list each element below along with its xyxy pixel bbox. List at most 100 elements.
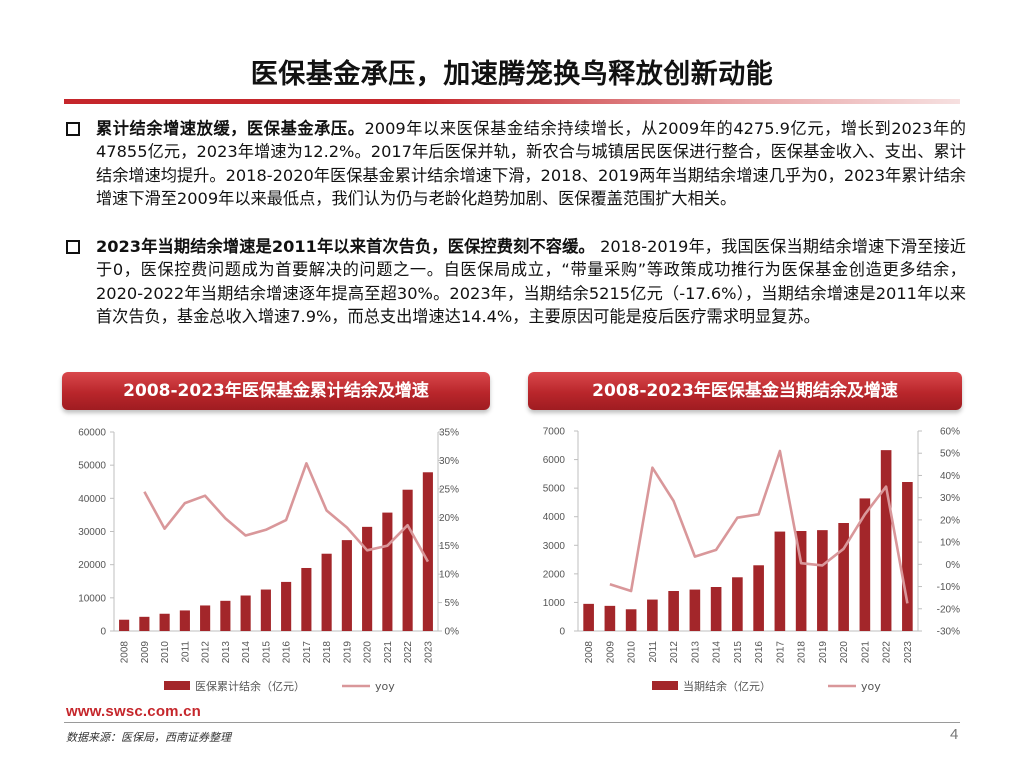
chart-current-balance-svg: 0 1000 2000 3000 4000 5000 6000 7000 -30% -20% -10… (543, 427, 961, 694)
bar (625, 609, 637, 631)
x-tick-label: 2014 (712, 641, 723, 664)
bar (838, 523, 849, 631)
bar (859, 498, 871, 631)
right-tick-label: 30% (940, 493, 960, 504)
right-tick-label: 30% (439, 456, 459, 467)
right-tick-label: 10% (940, 538, 960, 549)
x-tick-label: 2008 (584, 641, 595, 664)
x-tick-label: 2016 (754, 641, 765, 664)
right-tick-label: 10% (439, 570, 459, 581)
x-tick-label: 2017 (302, 641, 313, 664)
x-tick-label: 2014 (241, 641, 252, 664)
right-tick-label: -10% (937, 582, 960, 593)
bullet-point-1: 累计结余增速放缓，医保基金承压。2009年以来医保基金结余持续增长，从2009年… (66, 117, 966, 211)
bar (402, 489, 413, 631)
x-tick-label: 2013 (221, 641, 232, 664)
bar (583, 603, 594, 631)
bar (902, 482, 913, 631)
bar (668, 591, 679, 631)
yoy-line (143, 462, 430, 563)
left-tick-label: 0 (559, 627, 565, 638)
bar (139, 616, 150, 631)
bar (422, 472, 433, 631)
right-tick-label: 60% (940, 427, 960, 438)
bar (604, 605, 616, 631)
bar (795, 531, 807, 631)
x-tick-label: 2018 (797, 641, 808, 664)
chart-2-title-banner: 2008-2023年医保基金当期结余及增速 (528, 372, 962, 410)
x-tick-label: 2011 (648, 641, 659, 663)
legend-bar-swatch (652, 681, 678, 690)
x-tick-label: 2017 (775, 641, 786, 664)
x-tick-label: 2010 (160, 641, 171, 664)
left-tick-label: 60000 (78, 428, 106, 439)
x-tick-label: 2020 (363, 641, 374, 664)
bullet-point-2: 2023年当期结余增速是2011年以来首次告负，医保控费刻不容缓。 2018-2… (66, 235, 966, 329)
right-tick-label: 15% (439, 541, 459, 552)
bar (647, 599, 658, 631)
right-tick-label: -30% (937, 627, 960, 638)
right-tick-label: 0% (946, 560, 961, 571)
bar (341, 540, 352, 631)
left-tick-label: 3000 (543, 541, 566, 552)
x-tick-label: 2012 (201, 641, 212, 664)
x-tick-label: 2009 (140, 641, 151, 664)
x-tick-label: 2023 (903, 641, 914, 664)
bar (732, 577, 743, 631)
legend-bar-label: 医保累计结余（亿元） (195, 679, 305, 693)
x-tick-label: 2021 (383, 641, 394, 664)
left-tick-label: 6000 (543, 455, 566, 466)
left-tick-label: 1000 (543, 598, 566, 609)
bullet-heading: 2023年当期结余增速是2011年以来首次告负，医保控费刻不容缓。 (96, 237, 595, 256)
left-tick-label: 30000 (78, 527, 106, 538)
legend-bar-swatch (164, 681, 190, 690)
page-number: 4 (950, 726, 959, 743)
bullet-square-icon (66, 240, 80, 254)
bar (301, 567, 312, 631)
left-tick-label: 2000 (543, 569, 566, 580)
x-tick-label: 2008 (120, 641, 131, 664)
x-tick-label: 2009 (605, 641, 616, 664)
x-tick-label: 2013 (690, 641, 701, 664)
right-tick-label: -20% (937, 604, 960, 615)
x-tick-label: 2016 (282, 641, 293, 664)
chart-cumulative-balance-svg: 0 10000 20000 30000 40000 50000 60000 0% 5% 10% 15… (78, 428, 460, 694)
x-tick-label: 2023 (423, 641, 434, 664)
bar (281, 581, 292, 631)
x-tick-label: 2019 (342, 641, 353, 664)
bar (119, 619, 130, 631)
x-tick-label: 2018 (322, 641, 333, 664)
right-tick-label: 25% (439, 484, 459, 495)
right-tick-label: 5% (445, 598, 460, 609)
left-tick-label: 5000 (543, 484, 566, 495)
right-tick-label: 40% (940, 471, 960, 482)
x-tick-label: 2019 (818, 641, 829, 664)
title-divider (64, 99, 960, 104)
bar (774, 531, 786, 631)
bar (240, 595, 251, 631)
bullet-text: 2023年当期结余增速是2011年以来首次告负，医保控费刻不容缓。 2018-2… (96, 235, 966, 329)
chart-cumulative-balance: 0 10000 20000 30000 40000 50000 60000 0% 5% 10% 15… (52, 418, 492, 703)
chart-current-balance: 0 1000 2000 3000 4000 5000 6000 7000 -30% -20% -10… (520, 418, 970, 703)
bullet-square-icon (66, 122, 80, 136)
right-tick-label: 35% (439, 428, 459, 439)
bar (260, 589, 271, 631)
right-tick-label: 20% (439, 513, 459, 524)
page-title: 医保基金承压，加速腾笼换鸟释放创新动能 (250, 59, 774, 90)
footer-divider (64, 722, 960, 723)
bar (817, 530, 828, 631)
x-tick-label: 2012 (669, 641, 680, 664)
x-tick-label: 2010 (627, 641, 638, 664)
bar (220, 600, 231, 631)
left-tick-label: 50000 (78, 461, 106, 472)
legend-line-label: yoy (375, 680, 395, 693)
x-tick-label: 2022 (403, 641, 414, 664)
bullet-heading: 累计结余增速放缓，医保基金承压。 (96, 119, 365, 138)
x-tick-label: 2011 (180, 641, 191, 663)
x-tick-label: 2015 (261, 641, 272, 664)
website-logo: www.swsc.com.cn (66, 703, 201, 720)
left-tick-label: 0 (100, 627, 106, 638)
x-tick-label: 2015 (733, 641, 744, 664)
bar (382, 512, 393, 631)
x-tick-label: 2022 (882, 641, 893, 664)
